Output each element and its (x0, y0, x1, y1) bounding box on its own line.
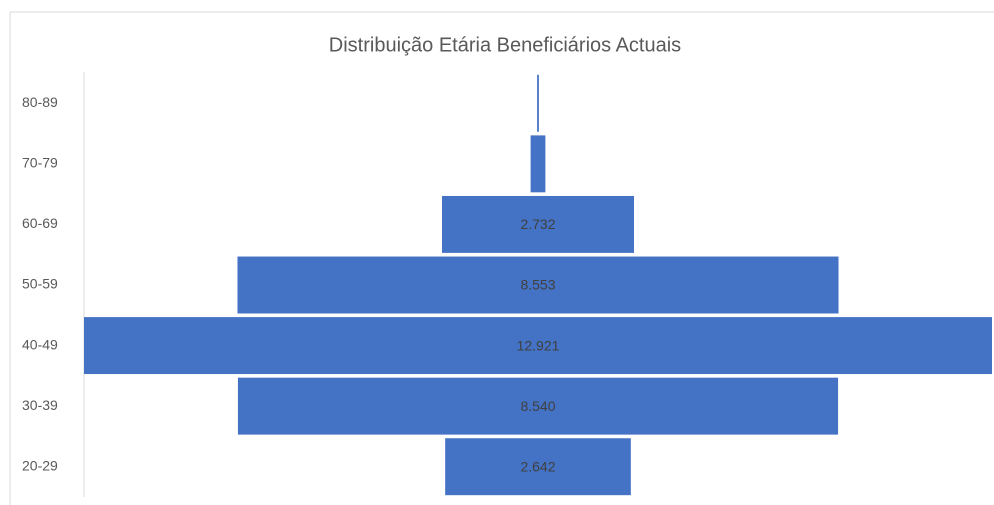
y-tick-label: 20-29 (22, 457, 58, 473)
bar (537, 74, 539, 132)
bar (237, 256, 839, 314)
y-tick-label: 40-49 (22, 336, 58, 352)
data-label: 12.921 (517, 337, 560, 353)
bar (84, 317, 992, 375)
bar (237, 377, 839, 435)
bar (445, 438, 631, 496)
bar (530, 135, 546, 193)
data-label: 2.732 (520, 216, 555, 232)
y-tick-label: 50-59 (22, 276, 58, 292)
data-label: 8.553 (520, 277, 555, 293)
chart-title: Distribuição Etária Beneficiários Actuai… (329, 34, 681, 56)
y-tick-label: 30-39 (22, 397, 58, 413)
bar (442, 195, 634, 253)
data-label: 2.642 (520, 458, 555, 474)
y-tick-label: 80-89 (22, 94, 58, 110)
y-tick-label: 60-69 (22, 215, 58, 231)
y-tick-label: 70-79 (22, 155, 58, 171)
data-label: 8.540 (520, 398, 555, 414)
